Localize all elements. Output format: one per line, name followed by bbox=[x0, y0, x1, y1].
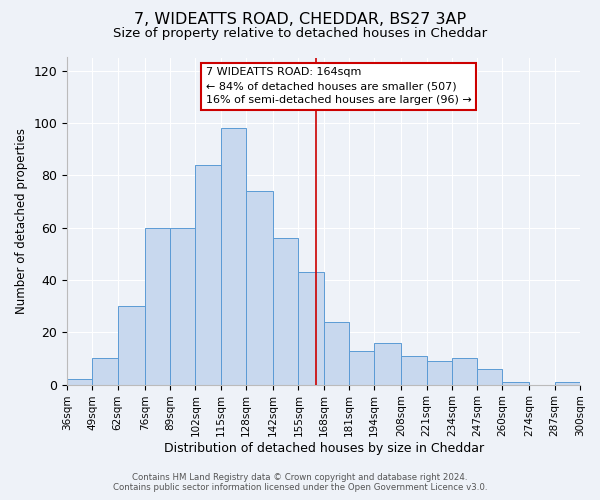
Bar bbox=[401, 356, 427, 384]
Bar bbox=[502, 382, 529, 384]
Bar bbox=[221, 128, 246, 384]
Y-axis label: Number of detached properties: Number of detached properties bbox=[15, 128, 28, 314]
Bar bbox=[555, 382, 580, 384]
Bar bbox=[196, 165, 221, 384]
Bar bbox=[273, 238, 298, 384]
Bar bbox=[145, 228, 170, 384]
Text: 7, WIDEATTS ROAD, CHEDDAR, BS27 3AP: 7, WIDEATTS ROAD, CHEDDAR, BS27 3AP bbox=[134, 12, 466, 28]
Bar bbox=[170, 228, 196, 384]
Bar bbox=[374, 342, 401, 384]
Text: Size of property relative to detached houses in Cheddar: Size of property relative to detached ho… bbox=[113, 28, 487, 40]
X-axis label: Distribution of detached houses by size in Cheddar: Distribution of detached houses by size … bbox=[164, 442, 484, 455]
Bar bbox=[323, 322, 349, 384]
Bar bbox=[298, 272, 323, 384]
Bar bbox=[477, 369, 502, 384]
Bar bbox=[118, 306, 145, 384]
Text: 7 WIDEATTS ROAD: 164sqm
← 84% of detached houses are smaller (507)
16% of semi-d: 7 WIDEATTS ROAD: 164sqm ← 84% of detache… bbox=[206, 68, 472, 106]
Bar bbox=[349, 350, 374, 384]
Bar bbox=[452, 358, 477, 384]
Bar bbox=[427, 361, 452, 384]
Bar bbox=[67, 380, 92, 384]
Bar bbox=[246, 191, 273, 384]
Bar bbox=[92, 358, 118, 384]
Text: Contains HM Land Registry data © Crown copyright and database right 2024.
Contai: Contains HM Land Registry data © Crown c… bbox=[113, 473, 487, 492]
